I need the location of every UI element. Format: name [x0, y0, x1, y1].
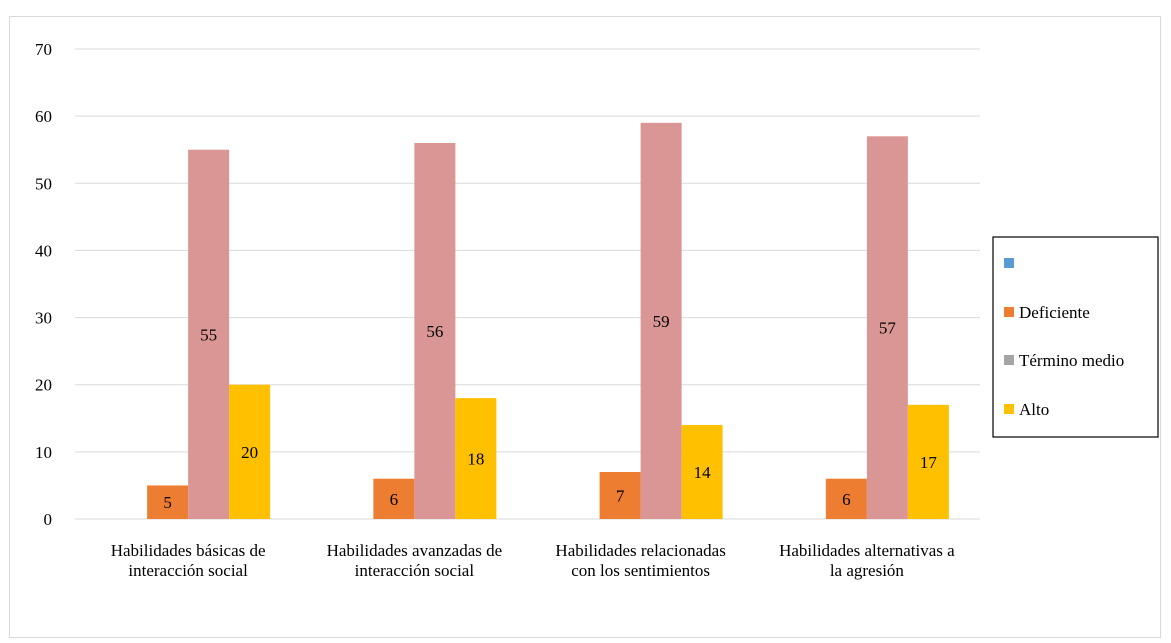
bar	[373, 478, 415, 519]
category-label: interacción social	[355, 561, 475, 580]
legend: Deficiente Término medio Alto	[992, 236, 1159, 438]
bars	[147, 122, 949, 520]
data-label: 20	[241, 443, 258, 462]
data-label: 7	[616, 487, 625, 506]
legend-label: Término medio	[1019, 351, 1124, 370]
bar	[147, 485, 189, 519]
bar	[414, 143, 456, 519]
legend-label: Deficiente	[1019, 303, 1090, 322]
data-label: 18	[467, 450, 484, 469]
y-tick-label: 10	[35, 443, 52, 462]
bar	[640, 122, 682, 519]
bar	[455, 398, 497, 519]
y-tick-label: 50	[35, 174, 52, 193]
legend-swatch	[1004, 355, 1014, 365]
legend-swatch	[1004, 404, 1014, 414]
legend-swatch	[1004, 258, 1014, 268]
y-tick-label: 70	[35, 40, 52, 59]
data-label: 5	[163, 493, 172, 512]
data-label: 6	[842, 490, 851, 509]
legend-swatch	[1004, 307, 1014, 317]
y-tick-label: 30	[35, 309, 52, 328]
y-axis-ticks: 0 10 20 30 40 50 60 70	[35, 40, 52, 529]
data-label: 55	[200, 325, 217, 344]
data-label: 17	[920, 453, 938, 472]
category-label: la agresión	[830, 561, 905, 580]
data-label: 6	[390, 490, 399, 509]
category-label: Habilidades relacionadas	[555, 541, 725, 560]
bar	[866, 136, 908, 520]
legend-box	[992, 236, 1159, 438]
category-label: con los sentimientos	[571, 561, 710, 580]
legend-label: Alto	[1019, 400, 1049, 419]
bar	[825, 478, 867, 519]
category-label: Habilidades alternativas a	[779, 541, 955, 560]
bar	[681, 425, 723, 519]
data-label: 14	[694, 463, 712, 482]
bar	[599, 472, 641, 519]
category-label: Habilidades avanzadas de	[327, 541, 503, 560]
category-label: interacción social	[128, 561, 248, 580]
bar	[188, 149, 230, 519]
y-tick-label: 0	[44, 510, 53, 529]
y-tick-label: 40	[35, 241, 52, 260]
y-tick-label: 20	[35, 376, 52, 395]
data-label: 57	[879, 319, 897, 338]
bar	[229, 384, 271, 519]
bar	[907, 404, 949, 519]
y-tick-label: 60	[35, 107, 52, 126]
category-label: Habilidades básicas de	[111, 541, 266, 560]
data-label: 59	[653, 312, 670, 331]
data-label: 56	[426, 322, 443, 341]
